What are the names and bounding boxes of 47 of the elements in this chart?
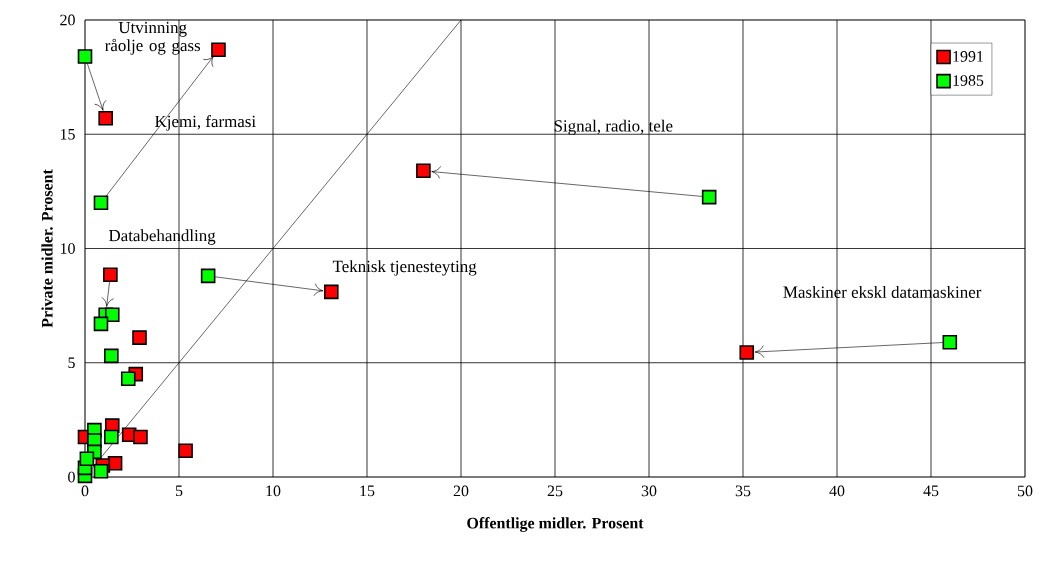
x-axis-title: Offentlige midler. Prosent <box>467 517 644 532</box>
y-tick-label: 0 <box>68 471 75 483</box>
x-tick-label: 15 <box>360 485 375 497</box>
y-tick-label: 5 <box>68 357 75 369</box>
annotation: Databehandling <box>108 229 216 245</box>
annotation: Kjemi, farmasi <box>155 115 256 131</box>
point <box>93 316 109 332</box>
point <box>120 371 136 387</box>
point <box>323 284 339 300</box>
point <box>416 163 431 179</box>
y-tick-label: 20 <box>60 14 75 26</box>
point <box>104 348 119 364</box>
point <box>739 345 755 360</box>
legend-label: 1985 <box>953 75 984 86</box>
point <box>200 268 216 284</box>
point <box>942 334 958 350</box>
x-tick-label: 40 <box>829 485 845 497</box>
point <box>178 443 193 459</box>
x-tick-label: 10 <box>266 485 281 497</box>
annotation: Maskiner ekskl datamaskiner <box>783 285 982 298</box>
y-axis-title: Private midler. Prosent <box>41 169 53 328</box>
y-tick-label: 15 <box>60 128 75 140</box>
point <box>133 429 148 445</box>
point <box>104 307 120 323</box>
point <box>79 451 95 467</box>
y-tick-label: 10 <box>60 243 75 254</box>
legend-label: 1991 <box>953 51 983 62</box>
x-tick-label: 20 <box>453 485 469 497</box>
point <box>701 189 717 205</box>
x-tick-label: 50 <box>1017 485 1033 497</box>
x-tick-label: 45 <box>923 485 939 497</box>
x-tick-label: 0 <box>81 485 89 497</box>
point <box>93 463 109 479</box>
point <box>77 49 93 64</box>
x-tick-label: 5 <box>175 485 183 497</box>
annotation: Utvinning råolje og gass <box>105 21 201 55</box>
annotation: Signal, radio, tele <box>554 119 673 136</box>
point <box>104 429 119 445</box>
x-tick-label: 25 <box>547 485 563 497</box>
point <box>98 110 113 126</box>
annotation: Teknisk tjenesteyting <box>332 260 477 276</box>
point <box>103 267 118 283</box>
x-tick-label: 30 <box>641 485 657 497</box>
point <box>211 42 226 57</box>
point <box>93 195 109 211</box>
point <box>132 330 147 345</box>
x-tick-label: 35 <box>735 485 751 497</box>
